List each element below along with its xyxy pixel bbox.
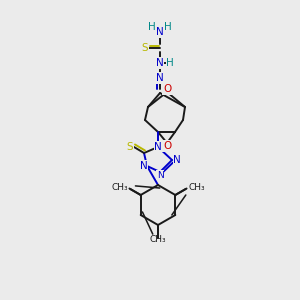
Text: H: H xyxy=(166,58,174,68)
Text: O: O xyxy=(163,84,171,94)
Text: N: N xyxy=(154,142,162,152)
Text: CH₃: CH₃ xyxy=(111,183,128,192)
Text: O: O xyxy=(163,141,171,151)
Text: N: N xyxy=(156,73,164,83)
Text: N: N xyxy=(140,161,148,171)
Text: N: N xyxy=(157,170,164,179)
Text: H: H xyxy=(164,22,172,32)
Text: H: H xyxy=(148,22,156,32)
Text: CH₃: CH₃ xyxy=(150,236,166,244)
Text: N: N xyxy=(173,155,181,165)
Text: N: N xyxy=(156,58,164,68)
Text: S: S xyxy=(142,43,148,53)
Text: N: N xyxy=(156,27,164,37)
Text: S: S xyxy=(127,142,133,152)
Text: CH₃: CH₃ xyxy=(188,183,205,192)
